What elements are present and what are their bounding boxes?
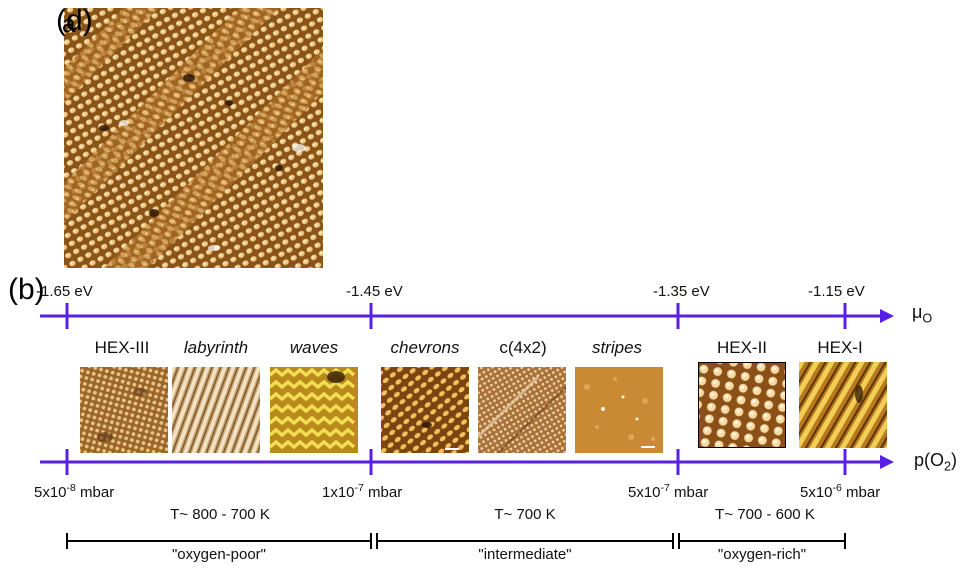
p-axis-label-sub: 2 bbox=[944, 459, 952, 474]
p-tick-mantissa: 1x10 bbox=[322, 484, 355, 501]
p-tick-exponent: -8 bbox=[66, 482, 76, 494]
regime-label-oxygen-rich: "oxygen-rich" bbox=[717, 546, 807, 563]
panel-label-overlay-letter: a bbox=[62, 11, 76, 38]
p-tick-unit: mbar bbox=[669, 484, 709, 501]
phase-name-hex-i: HEX-I bbox=[817, 338, 863, 357]
panel-label-a: (d) a bbox=[56, 4, 93, 39]
p-axis-label-post: ) bbox=[951, 450, 958, 470]
phase-name-hex-ii: HEX-II bbox=[716, 338, 768, 357]
p-axis-arrow bbox=[880, 455, 894, 469]
phase-name-waves: waves bbox=[289, 338, 339, 357]
temperature-label-oxygen-poor: T~ 800 - 700 K bbox=[170, 506, 270, 523]
thumbnail-hex-iii bbox=[80, 367, 168, 453]
thumbnail-hex-ii bbox=[698, 362, 786, 448]
mu-tick-label: -1.65 eV bbox=[36, 283, 93, 300]
phase-name-chevrons: chevrons bbox=[390, 338, 460, 357]
temperature-label-intermediate: T~ 700 K bbox=[494, 506, 556, 523]
phase-name-labyrinth: labyrinth bbox=[183, 338, 249, 357]
mu-tick-label: -1.45 eV bbox=[346, 283, 403, 300]
regime-label-oxygen-poor: "oxygen-poor" bbox=[171, 546, 267, 563]
thumbnail-hex-i bbox=[799, 362, 887, 448]
p-tick-label: 5x10-7 mbar bbox=[628, 482, 708, 501]
regime-label-intermediate: "intermediate" bbox=[478, 546, 572, 563]
mu-axis-label: μO bbox=[912, 302, 932, 326]
panel-label-b: (b) bbox=[8, 273, 45, 306]
p-tick-mantissa: 5x10 bbox=[628, 484, 661, 501]
p-tick-label: 1x10-7 mbar bbox=[322, 482, 402, 501]
panel-label-a-open: (d bbox=[56, 4, 83, 37]
p-tick-mantissa: 5x10 bbox=[34, 484, 67, 501]
p-axis-label: p(O2) bbox=[914, 450, 957, 474]
mu-tick-label: -1.35 eV bbox=[653, 283, 710, 300]
temperature-label-oxygen-rich: T~ 700 - 600 K bbox=[715, 506, 815, 523]
mu-axis-ticks bbox=[65, 303, 847, 329]
thumbnail-chevrons bbox=[381, 367, 469, 453]
phase-name-c4x2: c(4x2) bbox=[499, 338, 547, 357]
p-tick-unit: mbar bbox=[363, 484, 403, 501]
stm-image-large bbox=[64, 8, 323, 268]
phase-name-hex-iii: HEX-III bbox=[94, 338, 150, 357]
mu-tick-label: -1.15 eV bbox=[808, 283, 865, 300]
thumbnail-waves bbox=[270, 367, 358, 453]
p-tick-unit: mbar bbox=[841, 484, 881, 501]
mu-axis-arrow bbox=[880, 309, 894, 323]
mu-symbol: μ bbox=[912, 302, 923, 322]
thumbnail-labyrinth bbox=[172, 367, 260, 453]
panel-label-a-close: ) bbox=[82, 4, 93, 37]
p-tick-mantissa: 5x10 bbox=[800, 484, 833, 501]
p-tick-exponent: -7 bbox=[660, 482, 670, 494]
p-tick-exponent: -7 bbox=[354, 482, 364, 494]
p-tick-unit: mbar bbox=[75, 484, 115, 501]
p-axis-ticks bbox=[65, 449, 847, 475]
regime-brackets bbox=[66, 533, 846, 549]
p-tick-exponent: -6 bbox=[832, 482, 842, 494]
p-tick-label: 5x10-6 mbar bbox=[800, 482, 880, 501]
thumbnail-c4x2 bbox=[478, 367, 566, 453]
p-axis-label-pre: p(O bbox=[914, 450, 945, 470]
p-tick-label: 5x10-8 mbar bbox=[34, 482, 114, 501]
phase-name-stripes: stripes bbox=[591, 338, 643, 357]
thumbnail-stripes bbox=[575, 367, 663, 453]
mu-subscript: O bbox=[922, 311, 933, 326]
